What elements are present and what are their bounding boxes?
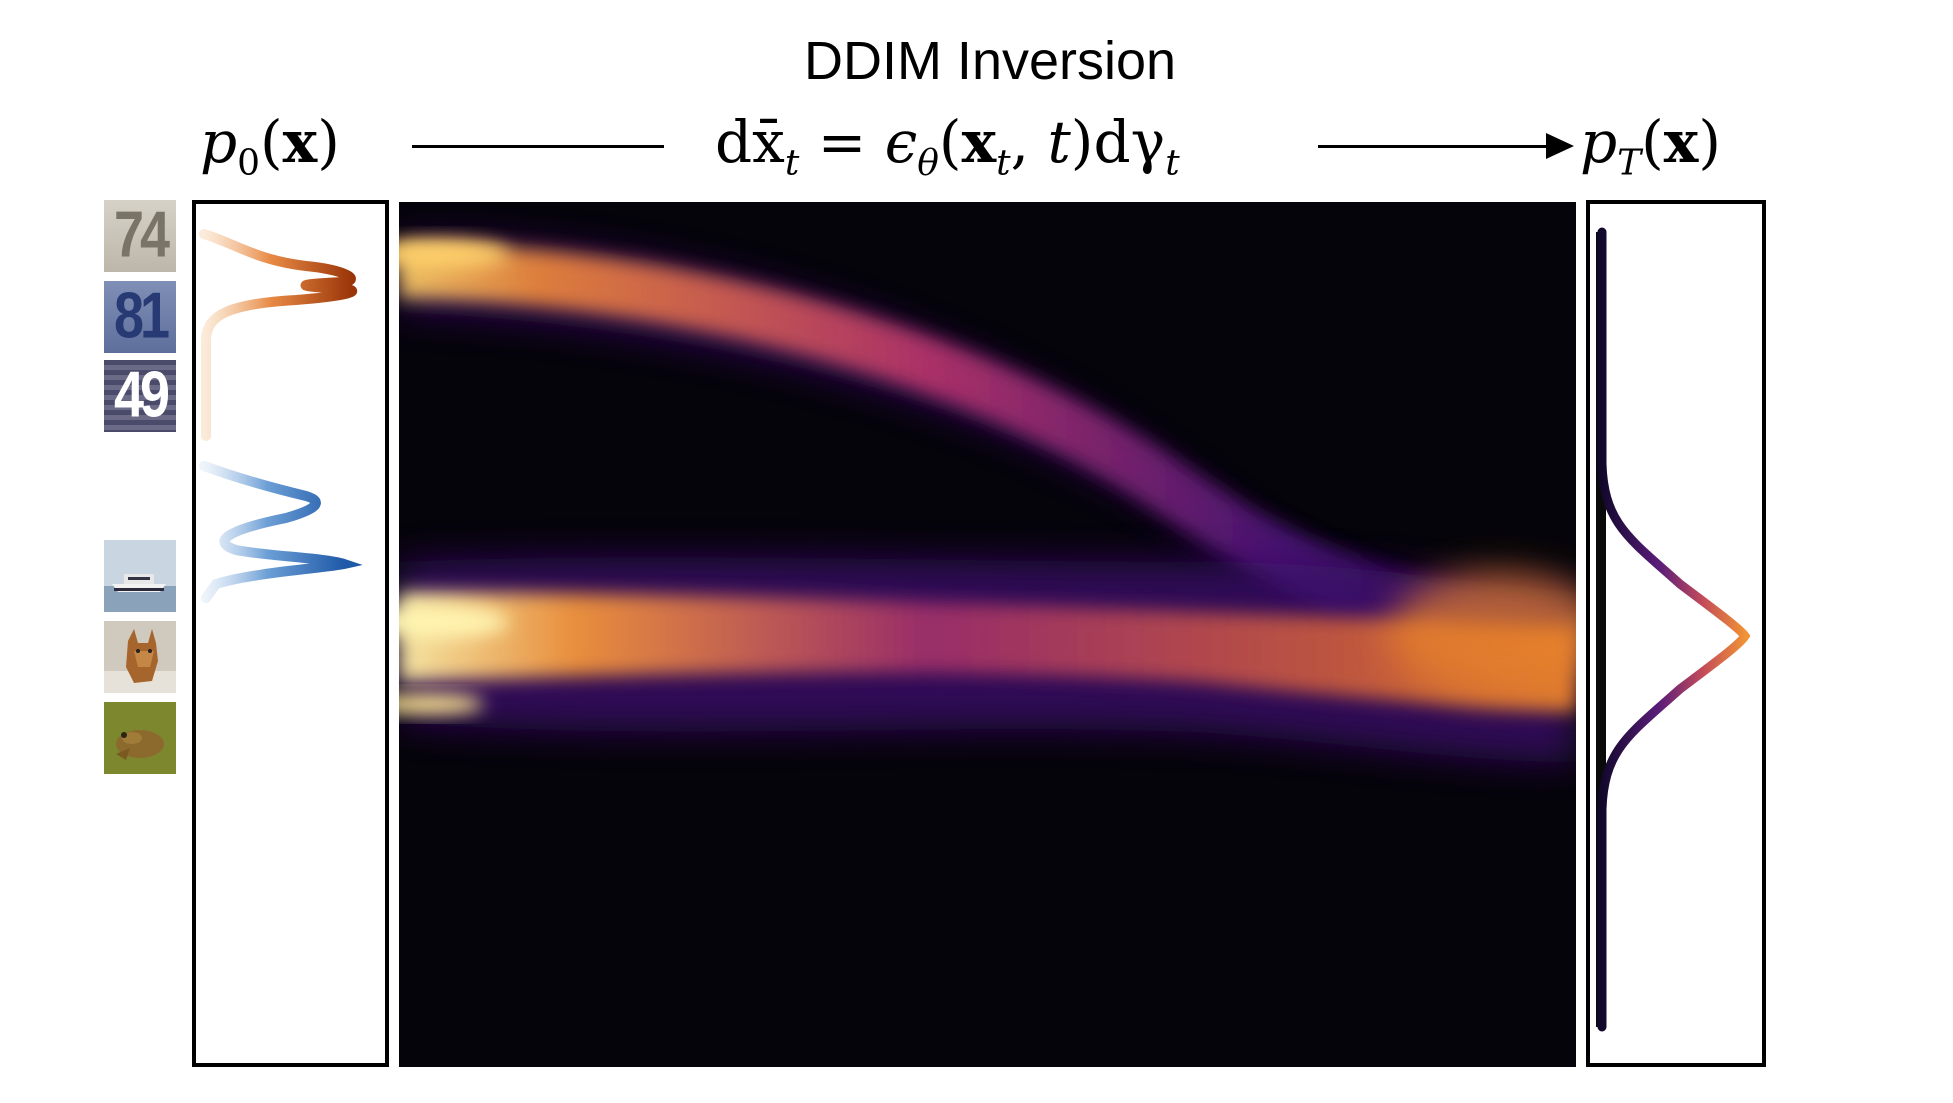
flow-heatmap (369, 202, 1609, 1067)
source-density-panel (192, 200, 389, 1067)
gaussian-core (1389, 572, 1609, 692)
gaussian-curve (1597, 227, 1751, 1032)
left-connector-line (412, 145, 664, 148)
right-arrow-head (1546, 133, 1574, 159)
thumbnail-digit-49-text: 49 (113, 360, 170, 431)
digits-mode-peak (369, 240, 509, 268)
photos-mode-curve (199, 461, 363, 603)
thumbnail-digit-49: 49 (104, 360, 176, 432)
digits-flow-band (399, 243, 1576, 662)
ddim-equation: dx̄t = ϵθ(xt, t)dγt (715, 108, 1180, 184)
thumbnail-dog (104, 621, 176, 693)
photos-flow-band (399, 592, 1576, 712)
thumbnail-frog (104, 702, 176, 774)
source-distribution-label: p0(x) (200, 108, 340, 184)
diagram-title: DDIM Inversion (803, 31, 1177, 91)
photos-mode-peak-1 (369, 606, 509, 638)
target-density-panel (1586, 200, 1766, 1067)
thumbnail-boat (104, 540, 176, 612)
right-arrow-line (1318, 145, 1548, 148)
digits-mode-curve (199, 229, 358, 441)
source-density-curve (199, 229, 363, 603)
thumbnail-digit-74-text: 74 (113, 200, 170, 271)
target-distribution-label: pT(x) (1580, 108, 1721, 184)
thumbnail-digit-81-text: 81 (113, 281, 170, 352)
photos-mode-peak-2 (374, 694, 484, 714)
gaussian-baseline (1596, 232, 1606, 1027)
thumbnail-digit-81: 81 (104, 281, 176, 353)
target-density-curve (1596, 227, 1751, 1032)
thumbnail-digit-74: 74 (104, 200, 176, 272)
